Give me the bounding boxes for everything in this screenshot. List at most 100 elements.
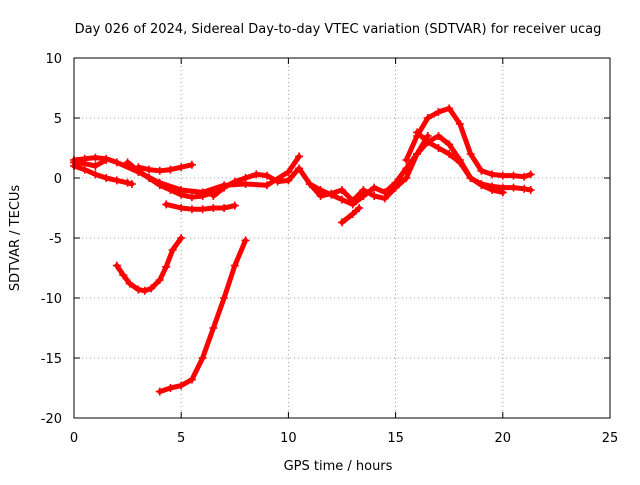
data-point: [262, 181, 271, 190]
data-point: [434, 108, 443, 116]
data-point: [338, 186, 346, 194]
data-point: [209, 204, 218, 212]
x-axis-label: GPS time / hours: [284, 459, 393, 474]
data-point: [252, 170, 261, 179]
y-tick-label: 10: [45, 52, 62, 67]
data-point: [187, 375, 196, 384]
data-point: [355, 204, 364, 212]
data-point: [134, 166, 143, 175]
series-layer: [70, 104, 535, 396]
data-point: [445, 150, 454, 158]
data-point: [348, 210, 357, 218]
series-trace: [71, 163, 135, 187]
data-point: [338, 195, 346, 204]
data-point: [177, 381, 186, 390]
data-point: [187, 160, 196, 169]
y-tick-label: 0: [54, 172, 62, 187]
data-point: [413, 150, 422, 158]
data-point: [455, 158, 464, 167]
data-point: [155, 387, 164, 396]
data-point: [112, 261, 121, 270]
data-point: [488, 186, 497, 194]
data-point: [198, 192, 207, 200]
data-point: [123, 178, 132, 187]
data-point: [316, 186, 325, 194]
data-series-arc-12: [112, 234, 186, 295]
data-point: [241, 174, 250, 182]
data-point: [284, 176, 293, 185]
data-point: [359, 192, 368, 200]
data-point: [520, 184, 529, 193]
x-tick-label: 0: [70, 431, 78, 446]
y-tick-label: -15: [41, 352, 62, 367]
data-point: [112, 158, 121, 167]
data-series-arc-10: [413, 128, 507, 197]
data-point: [498, 171, 507, 180]
data-point: [434, 132, 443, 140]
series-trace: [307, 133, 534, 207]
data-series-arc-6: [162, 200, 239, 214]
data-point: [273, 177, 282, 186]
data-point: [220, 294, 229, 302]
data-point: [134, 285, 143, 294]
data-point: [241, 236, 250, 245]
data-point: [477, 166, 486, 175]
data-point: [162, 262, 171, 271]
data-point: [187, 193, 196, 202]
data-point: [466, 174, 475, 182]
data-point: [177, 163, 186, 172]
data-point: [338, 218, 346, 227]
y-tick-label: 5: [54, 112, 62, 127]
data-point: [477, 181, 486, 190]
series-trace: [157, 237, 248, 395]
data-series-arc-1: [70, 162, 136, 188]
data-point: [402, 156, 411, 164]
data-point: [155, 276, 164, 284]
data-point: [91, 170, 100, 179]
data-point: [187, 205, 196, 214]
data-point: [102, 156, 111, 164]
series-trace: [71, 157, 109, 169]
data-point: [162, 200, 171, 209]
data-point: [391, 178, 400, 187]
data-point: [488, 170, 497, 179]
data-point: [455, 120, 464, 128]
data-point: [155, 181, 164, 190]
data-point: [284, 168, 293, 176]
y-axis-label: SDTVAR / TECUs: [8, 185, 23, 292]
data-point: [380, 188, 389, 197]
chart-title: Day 026 of 2024, Sidereal Day-to-day VTE…: [75, 22, 602, 37]
data-point: [140, 286, 149, 295]
data-point: [168, 246, 177, 254]
data-point: [102, 174, 111, 182]
data-point: [145, 165, 154, 174]
data-point: [91, 153, 100, 162]
data-point: [220, 204, 229, 212]
data-point: [230, 261, 239, 270]
data-point: [177, 234, 186, 242]
data-point: [423, 138, 432, 146]
x-tick-label: 25: [602, 431, 619, 446]
y-tick-label: -10: [41, 292, 62, 307]
data-point: [123, 158, 132, 167]
data-point: [209, 192, 218, 200]
data-point: [526, 170, 535, 179]
data-point: [198, 354, 207, 362]
data-point: [305, 180, 314, 188]
data-point: [370, 192, 379, 200]
data-point: [230, 201, 239, 210]
data-point: [526, 186, 535, 194]
data-point: [402, 174, 411, 182]
y-tick-label: -5: [49, 232, 62, 247]
data-point: [445, 104, 454, 113]
x-tick-label: 15: [387, 431, 404, 446]
data-point: [91, 162, 100, 170]
data-point: [166, 186, 175, 194]
data-point: [445, 140, 454, 149]
data-series-arc-13: [155, 236, 250, 396]
data-point: [125, 279, 134, 288]
data-point: [220, 183, 229, 192]
data-point: [147, 284, 156, 293]
data-series-arc-8: [305, 132, 535, 209]
